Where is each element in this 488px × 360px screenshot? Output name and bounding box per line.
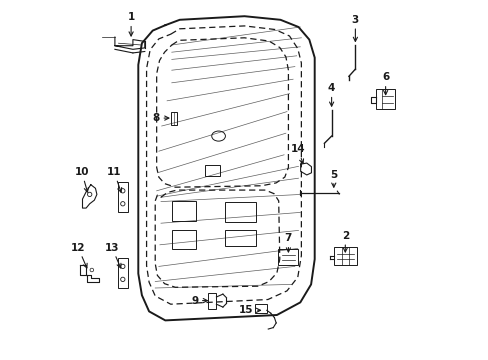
Text: 7: 7 <box>284 233 291 252</box>
Text: 6: 6 <box>381 72 388 95</box>
Bar <box>118 258 127 288</box>
Bar <box>255 304 266 313</box>
Text: 3: 3 <box>351 15 358 41</box>
Text: 5: 5 <box>329 170 337 187</box>
Bar <box>278 249 298 265</box>
Bar <box>224 230 256 246</box>
Text: 13: 13 <box>104 243 121 268</box>
Bar <box>204 165 220 176</box>
Text: 15: 15 <box>239 305 260 315</box>
Bar <box>333 247 356 265</box>
Bar <box>208 293 216 309</box>
Text: 14: 14 <box>290 144 305 163</box>
Bar <box>375 89 394 109</box>
Text: 4: 4 <box>327 83 335 106</box>
Bar <box>171 201 196 221</box>
Text: 2: 2 <box>341 231 348 252</box>
Text: 10: 10 <box>74 167 89 192</box>
Bar <box>171 230 196 249</box>
Bar <box>118 182 127 212</box>
Text: 11: 11 <box>107 167 122 192</box>
Bar <box>224 202 256 222</box>
Text: 8: 8 <box>152 113 168 123</box>
Text: 9: 9 <box>191 296 207 306</box>
Text: 12: 12 <box>71 243 87 268</box>
Bar <box>171 112 177 125</box>
Text: 1: 1 <box>127 12 135 36</box>
